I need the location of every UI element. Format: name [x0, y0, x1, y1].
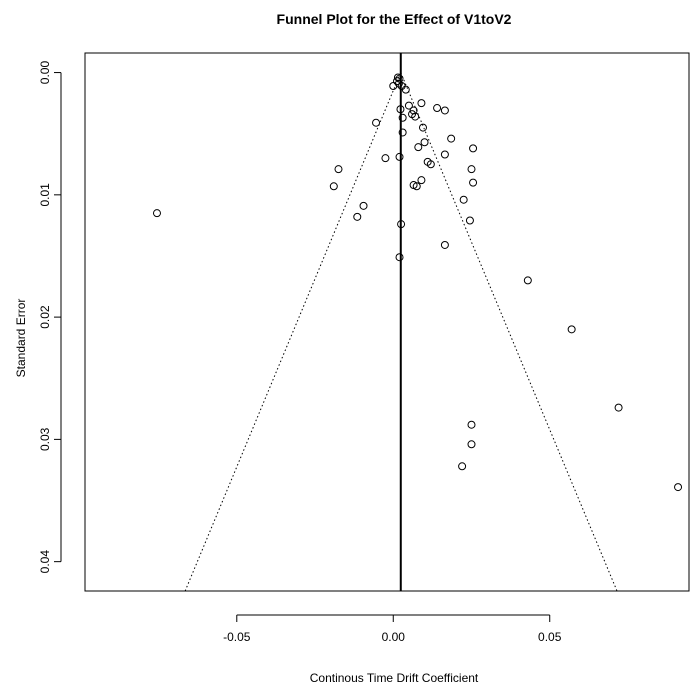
- data-point: [567, 325, 576, 334]
- x-tick-label: 0.00: [382, 630, 406, 644]
- y-tick-label: 0.04: [38, 550, 52, 574]
- data-points: [152, 73, 683, 492]
- data-point: [674, 483, 683, 492]
- data-point: [412, 182, 421, 191]
- data-point: [440, 240, 449, 249]
- data-point: [469, 178, 478, 187]
- data-point: [389, 82, 398, 91]
- x-axis-label: Continous Time Drift Coefficient: [310, 671, 479, 685]
- data-point: [381, 154, 390, 163]
- data-point: [433, 104, 442, 113]
- data-point: [393, 73, 402, 82]
- y-tick-label: 0.02: [38, 305, 52, 329]
- funnel-left-line: [184, 72, 402, 592]
- data-point: [397, 220, 406, 229]
- data-point: [440, 150, 449, 159]
- x-tick-label: 0.05: [538, 630, 562, 644]
- data-point: [396, 105, 405, 114]
- x-axis: -0.05 0.00 0.05: [223, 614, 562, 644]
- plot-frame: [84, 52, 690, 592]
- data-point: [459, 195, 468, 204]
- x-tick-label: -0.05: [223, 630, 251, 644]
- data-point: [417, 176, 426, 185]
- data-point: [404, 101, 413, 110]
- y-axis-label: Standard Error: [14, 299, 28, 378]
- funnel-boundary: [184, 72, 618, 592]
- data-point: [395, 253, 404, 262]
- data-point: [398, 128, 407, 137]
- chart-title: Funnel Plot for the Effect of V1toV2: [277, 11, 512, 27]
- y-tick-label: 0.01: [38, 183, 52, 207]
- data-point: [372, 118, 381, 127]
- data-point: [395, 152, 404, 161]
- data-point: [465, 216, 474, 225]
- data-point: [152, 209, 161, 218]
- data-point: [418, 123, 427, 132]
- data-point: [458, 462, 467, 471]
- data-point: [414, 143, 423, 152]
- data-point: [393, 77, 402, 86]
- funnel-right-line: [400, 72, 618, 592]
- y-tick-label: 0.03: [38, 427, 52, 451]
- data-point: [353, 212, 362, 221]
- data-point: [401, 85, 410, 94]
- data-point: [614, 403, 623, 412]
- y-tick-label: 0.00: [38, 61, 52, 85]
- data-point: [329, 182, 338, 191]
- data-point: [411, 112, 420, 121]
- data-point: [395, 74, 404, 83]
- data-point: [409, 106, 418, 115]
- data-point: [467, 440, 476, 449]
- y-axis: 0.00 0.01 0.02 0.03 0.04: [38, 61, 62, 574]
- data-point: [334, 165, 343, 174]
- data-point: [398, 113, 407, 122]
- data-point: [359, 201, 368, 210]
- data-point: [440, 106, 449, 115]
- data-point: [447, 134, 456, 143]
- data-point: [426, 160, 435, 169]
- data-point: [420, 138, 429, 147]
- data-point: [523, 276, 532, 285]
- data-point: [417, 99, 426, 108]
- data-point: [469, 144, 478, 153]
- data-point: [467, 420, 476, 429]
- data-point: [467, 165, 476, 174]
